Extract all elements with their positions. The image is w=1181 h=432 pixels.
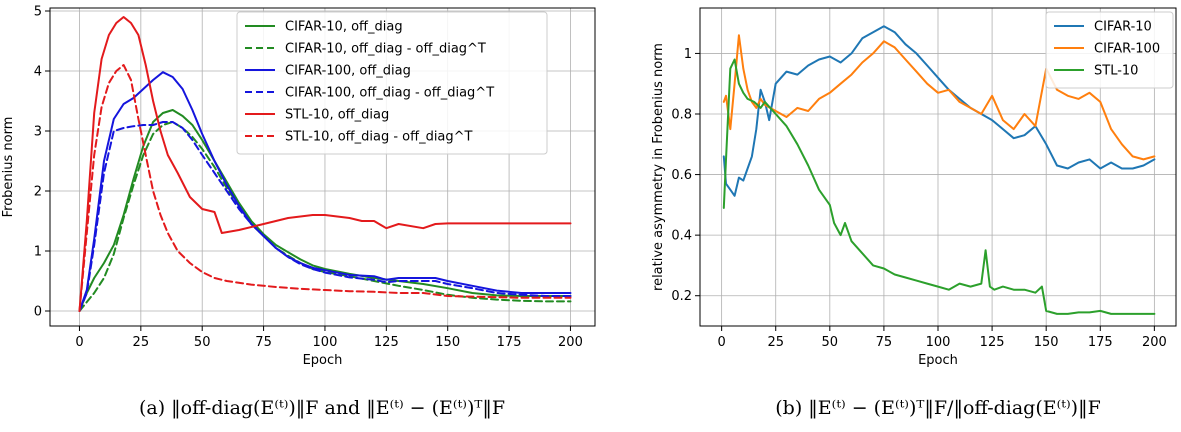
x-tick-label: 200	[1142, 335, 1167, 350]
series-line-5	[78, 16, 572, 312]
x-tick-label: 50	[194, 335, 211, 350]
figure-caption: (b) ‖E⁽ᵗ⁾ − (E⁽ᵗ⁾)ᵀ‖F/‖off-diag(E⁽ᵗ⁾)‖F	[775, 397, 1101, 419]
y-tick-label: 2	[34, 185, 42, 200]
y-axis-label: relative asymmetry in Frobenius norm	[651, 43, 666, 291]
x-tick-label: 75	[255, 335, 272, 350]
x-tick-label: 125	[980, 335, 1005, 350]
y-tick-label: 3	[34, 125, 42, 140]
chart-panel-b: 0 25 50 75 100 125 150 175 200 0.2 0.4 0.6 0.8 1 Epoch…	[651, 7, 1177, 419]
x-tick-label: 125	[374, 335, 399, 350]
legend-entry: CIFAR-10	[1094, 20, 1152, 35]
series-line-1	[78, 109, 572, 312]
x-tick-label: 25	[133, 335, 150, 350]
x-tick-label: 150	[435, 335, 460, 350]
series-line-3	[78, 71, 572, 312]
y-tick-label: 1	[684, 47, 692, 62]
legend-entry: STL-10	[1094, 64, 1138, 79]
y-tick-label: 0.2	[671, 289, 692, 304]
legend-box	[236, 11, 548, 155]
y-tick-label: 1	[34, 245, 42, 260]
x-tick-label: 175	[1088, 335, 1113, 350]
legend-entry: CIFAR-100	[1094, 42, 1160, 57]
legend-entry: CIFAR-100, off_diag	[285, 64, 411, 79]
series-line-3	[722, 58, 1156, 315]
legend-entry: CIFAR-100, off_diag - off_diag^T	[285, 86, 494, 101]
x-axis-label: Epoch	[918, 353, 958, 368]
legend-entry: STL-10, off_diag	[285, 108, 389, 123]
x-tick-label: 75	[876, 335, 893, 350]
series-line-2	[722, 34, 1156, 161]
legend-entry: STL-10, off_diag - off_diag^T	[285, 130, 473, 145]
series-line-4	[78, 121, 572, 312]
x-tick-label: 150	[1034, 335, 1059, 350]
chart-panel-a: 0 25 50 75 100 125 150 175 200 0 1 2 3 4 5 Epoch Frobeni…	[1, 5, 596, 419]
x-tick-label: 50	[822, 335, 839, 350]
x-tick-label: 100	[926, 335, 951, 350]
x-tick-label: 25	[767, 335, 784, 350]
y-tick-label: 0.8	[671, 108, 692, 123]
x-tick-label: 175	[497, 335, 522, 350]
y-tick-label: 4	[34, 65, 42, 80]
y-axis-label: Frobenius norm	[1, 117, 16, 218]
x-tick-label: 0	[75, 335, 83, 350]
y-tick-label: 0	[34, 305, 42, 320]
x-tick-label: 0	[717, 335, 725, 350]
x-tick-label: 100	[313, 335, 338, 350]
x-axis-label: Epoch	[303, 353, 343, 368]
y-tick-label: 5	[34, 5, 42, 20]
legend-entry: CIFAR-10, off_diag	[285, 20, 403, 35]
series-line-6	[78, 64, 572, 312]
plot-frame	[49, 7, 596, 327]
x-tick-label: 200	[558, 335, 583, 350]
figure-caption: (a) ‖off-diag(E⁽ᵗ⁾)‖F and ‖E⁽ᵗ⁾ − (E⁽ᵗ⁾)…	[139, 397, 505, 419]
y-tick-label: 0.4	[671, 229, 692, 244]
series-line-1	[722, 25, 1156, 197]
y-tick-label: 0.6	[671, 168, 692, 183]
legend-entry: CIFAR-10, off_diag - off_diag^T	[285, 42, 486, 57]
